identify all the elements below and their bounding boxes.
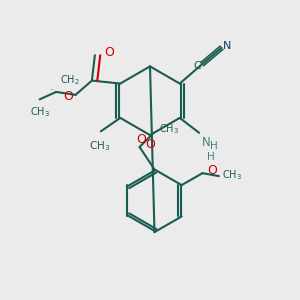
Text: CH$_3$: CH$_3$: [222, 168, 242, 182]
Text: N: N: [202, 136, 211, 149]
Text: H: H: [207, 152, 214, 162]
Text: C: C: [193, 61, 201, 70]
Text: O: O: [207, 164, 217, 177]
Text: CH$_3$: CH$_3$: [89, 139, 110, 153]
Text: N: N: [223, 41, 231, 51]
Text: O: O: [63, 90, 73, 103]
Text: CH$_3$: CH$_3$: [30, 105, 50, 118]
Text: O: O: [136, 133, 146, 146]
Text: H: H: [210, 141, 218, 151]
Text: CH$_3$: CH$_3$: [159, 122, 179, 136]
Text: CH$_2$: CH$_2$: [60, 73, 80, 86]
Text: ethyl: ethyl: [51, 88, 55, 90]
Text: O: O: [145, 138, 155, 152]
Text: O: O: [104, 46, 114, 59]
